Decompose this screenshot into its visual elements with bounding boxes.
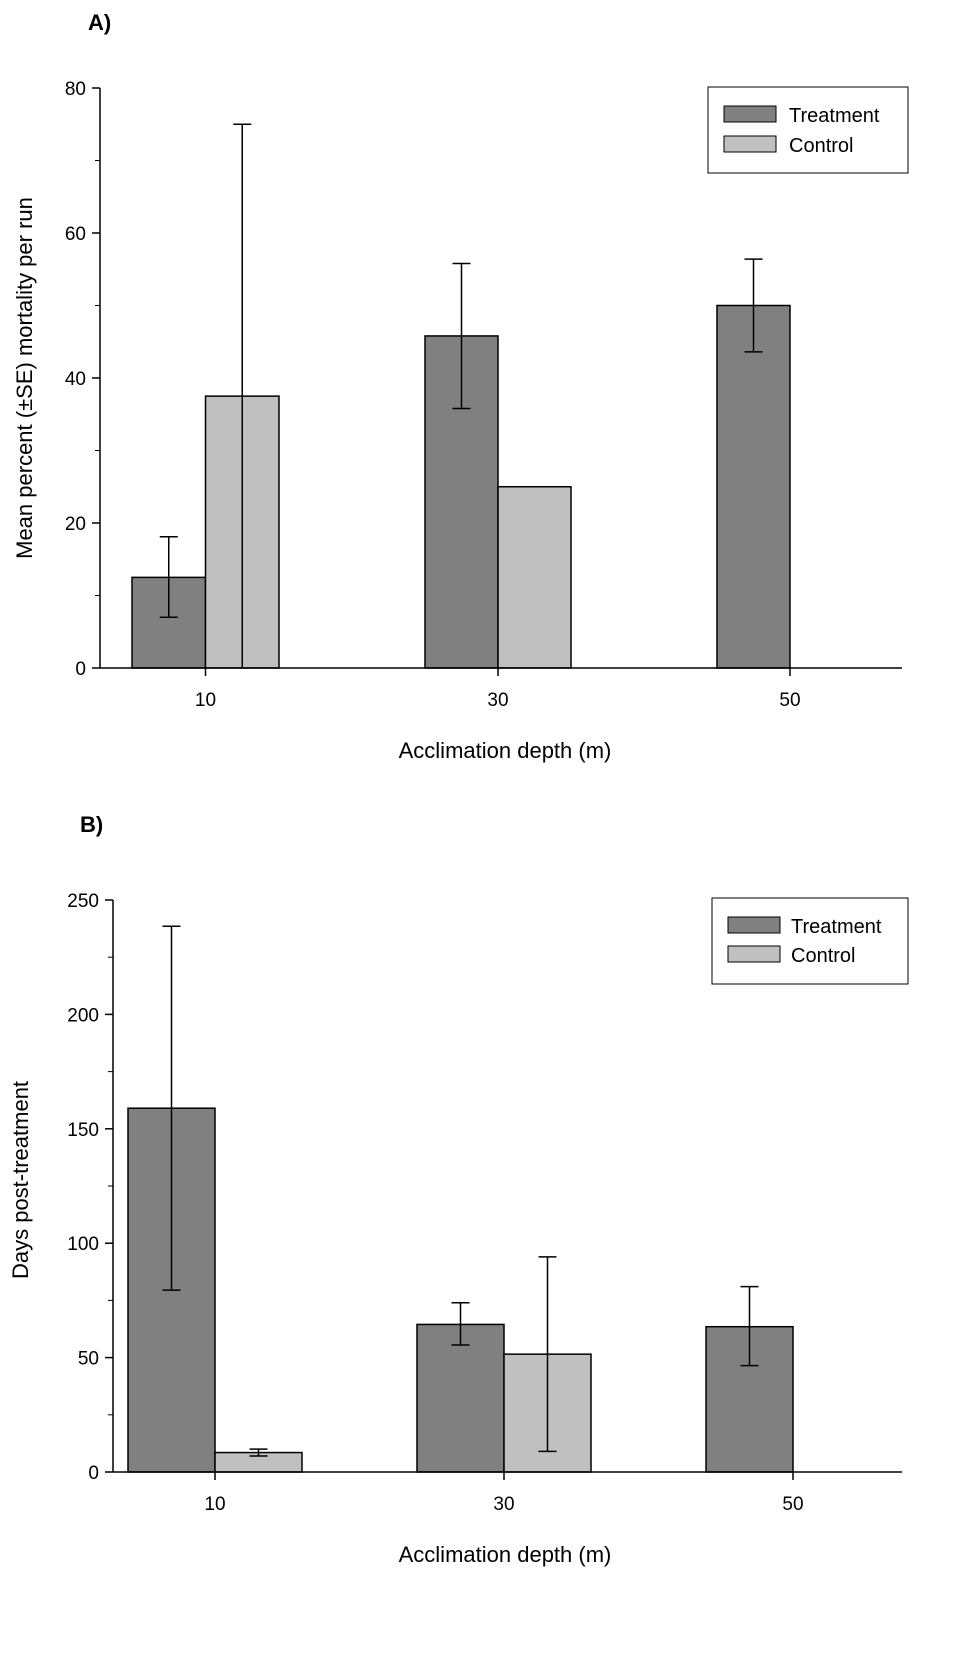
legend-label-control-b: Control — [791, 945, 855, 967]
y-ticks-b: 0 50 100 150 200 250 — [67, 891, 113, 1484]
legend-swatch-control-a — [723, 135, 777, 153]
y-tick-label-40: 40 — [65, 369, 86, 390]
x-tick-label-30: 30 — [493, 1494, 514, 1515]
bar-control-30 — [497, 486, 572, 669]
y-tick-label-0: 0 — [88, 1463, 99, 1484]
legend-box-b — [711, 897, 909, 985]
legend-label-control-a: Control — [789, 135, 853, 157]
y-tick-label-150: 150 — [67, 1120, 99, 1141]
x-tick-label-30: 30 — [487, 690, 508, 711]
y-tick-label-200: 200 — [67, 1005, 99, 1026]
x-tick-label-50: 50 — [779, 690, 800, 711]
y-tick-label-60: 60 — [65, 224, 86, 245]
bar-treatment-30 — [416, 1323, 505, 1473]
legend-label-treatment-b: Treatment — [791, 916, 882, 938]
y-tick-label-0: 0 — [75, 659, 86, 680]
chart-panel-b: B) 0 50 100 150 200 250 10 30 50 Acclimation de… — [8, 812, 909, 1567]
x-tick-label-10: 10 — [204, 1494, 225, 1515]
y-axis-label-b: Days post-treatment — [8, 1081, 33, 1279]
x-tick-label-50: 50 — [782, 1494, 803, 1515]
x-ticks-a: 10 30 50 — [195, 668, 801, 711]
legend-a: Treatment Control — [707, 86, 909, 174]
bars-b — [127, 925, 794, 1473]
y-tick-label-100: 100 — [67, 1234, 99, 1255]
legend-swatch-treatment-b — [727, 916, 781, 934]
y-tick-label-80: 80 — [65, 79, 86, 100]
panel-label-a: A) — [88, 10, 111, 35]
x-tick-label-10: 10 — [195, 690, 216, 711]
legend-b: Treatment Control — [711, 897, 909, 985]
panel-label-b: B) — [80, 812, 103, 837]
y-ticks-a: 0 20 40 60 80 — [65, 79, 100, 680]
chart-panel-a: A) 0 20 40 60 80 10 30 50 Acclimation depth (m… — [12, 10, 909, 763]
legend-swatch-control-b — [727, 945, 781, 963]
y-axis-label-a: Mean percent (±SE) mortality per run — [12, 197, 37, 559]
y-tick-label-20: 20 — [65, 514, 86, 535]
y-tick-label-50: 50 — [78, 1349, 99, 1370]
x-ticks-b: 10 30 50 — [204, 1472, 804, 1515]
y-tick-label-250: 250 — [67, 891, 99, 912]
legend-swatch-treatment-a — [723, 105, 777, 123]
bar-treatment-50 — [716, 304, 791, 669]
x-axis-label-a: Acclimation depth (m) — [399, 738, 612, 763]
legend-label-treatment-a: Treatment — [789, 105, 880, 127]
x-axis-label-b: Acclimation depth (m) — [399, 1542, 612, 1567]
bars-a — [131, 123, 791, 669]
legend-box-a — [707, 86, 909, 174]
